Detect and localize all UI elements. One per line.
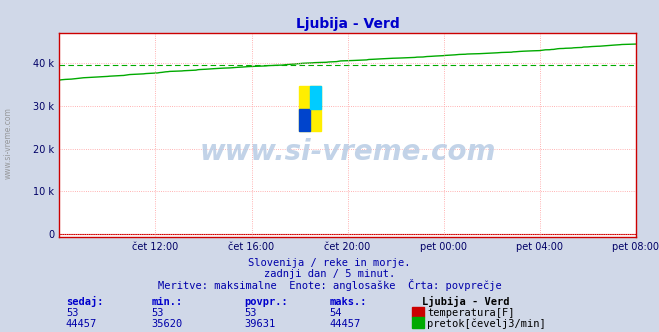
Bar [310,86,320,109]
Text: 54: 54 [330,308,342,318]
Text: www.si-vreme.com: www.si-vreme.com [3,107,13,179]
Text: Slovenija / reke in morje.: Slovenija / reke in morje. [248,258,411,268]
Text: min.:: min.: [152,297,183,307]
Text: povpr.:: povpr.: [244,297,287,307]
Text: www.si-vreme.com: www.si-vreme.com [200,138,496,166]
Text: Ljubija - Verd: Ljubija - Verd [422,296,509,307]
Text: zadnji dan / 5 minut.: zadnji dan / 5 minut. [264,269,395,279]
Text: 53: 53 [244,308,256,318]
Text: maks.:: maks.: [330,297,367,307]
Text: 35620: 35620 [152,319,183,329]
Text: 53: 53 [66,308,78,318]
Bar [299,109,310,131]
Text: 53: 53 [152,308,164,318]
Bar [299,86,320,131]
Text: 44457: 44457 [66,319,97,329]
Text: 44457: 44457 [330,319,360,329]
Title: Ljubija - Verd: Ljubija - Verd [296,17,399,31]
Text: temperatura[F]: temperatura[F] [427,308,515,318]
Text: Meritve: maksimalne  Enote: anglosaške  Črta: povprečje: Meritve: maksimalne Enote: anglosaške Čr… [158,279,501,291]
Text: sedaj:: sedaj: [66,296,103,307]
Text: pretok[čevelj3/min]: pretok[čevelj3/min] [427,318,546,329]
Text: 39631: 39631 [244,319,275,329]
